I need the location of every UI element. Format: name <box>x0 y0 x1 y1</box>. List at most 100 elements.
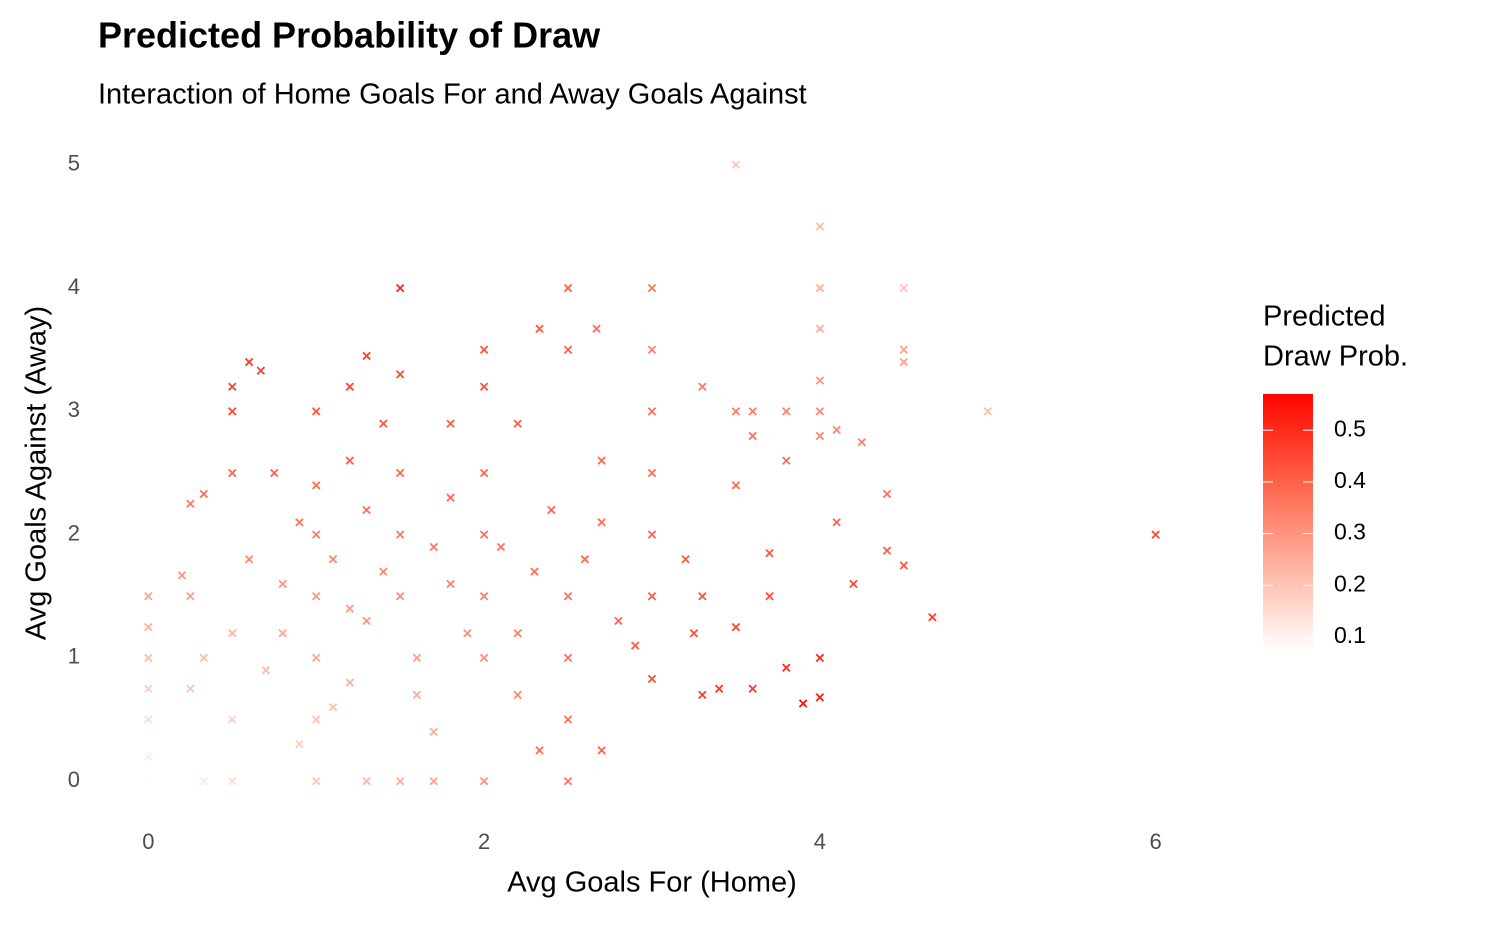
point <box>647 407 657 416</box>
point <box>731 622 741 632</box>
point <box>647 468 657 478</box>
point <box>815 693 825 702</box>
point <box>446 419 455 428</box>
y-tick-label: 4 <box>68 274 80 299</box>
point <box>535 324 544 334</box>
chart-subtitle: Interaction of Home Goals For and Away G… <box>98 79 807 111</box>
point <box>882 489 892 499</box>
point <box>379 419 388 428</box>
color-bar-label: 0.1 <box>1334 622 1366 648</box>
color-bar <box>1263 394 1313 651</box>
point <box>815 407 825 416</box>
point <box>144 776 153 786</box>
point <box>446 579 455 589</box>
point <box>563 345 573 354</box>
point <box>698 382 707 391</box>
x-axis-title: Avg Goals For (Home) <box>507 867 797 899</box>
point <box>278 629 287 638</box>
point <box>144 684 153 693</box>
point <box>312 530 321 539</box>
point <box>261 665 271 675</box>
point <box>429 542 438 552</box>
point <box>782 407 791 416</box>
point <box>563 283 573 293</box>
point <box>580 555 590 564</box>
point <box>362 616 371 626</box>
point <box>199 653 209 663</box>
x-tick-label: 6 <box>1150 829 1162 854</box>
point <box>199 776 209 786</box>
point <box>479 468 489 478</box>
point <box>228 715 237 724</box>
point <box>479 653 489 663</box>
point <box>731 481 741 490</box>
point <box>798 699 808 708</box>
point <box>312 776 321 786</box>
point <box>928 612 937 622</box>
point <box>144 653 153 663</box>
point <box>832 518 841 527</box>
legend-title: Draw Prob. <box>1263 341 1408 373</box>
y-axis-title: Avg Goals Against (Away) <box>21 306 53 640</box>
point <box>412 690 422 700</box>
point <box>899 357 909 367</box>
point <box>228 407 237 416</box>
point <box>563 776 573 786</box>
point <box>177 571 187 580</box>
point <box>496 542 506 552</box>
point <box>698 592 707 601</box>
point <box>362 776 371 786</box>
point <box>689 629 699 638</box>
point <box>429 727 438 737</box>
point <box>563 592 573 601</box>
point <box>228 468 237 478</box>
point <box>899 345 909 354</box>
y-tick-label: 3 <box>68 397 80 422</box>
point <box>345 604 355 613</box>
point <box>186 499 195 509</box>
point <box>592 324 601 334</box>
point <box>244 357 254 367</box>
x-tick-label: 4 <box>814 829 826 854</box>
point <box>395 592 405 601</box>
point <box>535 746 544 755</box>
point <box>186 592 195 601</box>
point <box>479 530 489 539</box>
point <box>630 641 640 650</box>
point <box>312 407 321 416</box>
x-tick-label: 2 <box>478 829 490 854</box>
point <box>815 431 825 441</box>
color-bar-label: 0.5 <box>1334 415 1366 441</box>
point <box>882 546 892 555</box>
point <box>270 468 279 478</box>
point <box>614 616 623 626</box>
point <box>748 684 757 693</box>
point <box>983 407 992 416</box>
point <box>395 776 405 786</box>
point <box>748 407 757 416</box>
point <box>412 653 422 663</box>
point <box>597 746 606 755</box>
point <box>328 702 338 712</box>
point <box>597 456 606 465</box>
point <box>228 776 237 786</box>
point <box>731 407 741 416</box>
y-tick-label: 2 <box>68 520 80 545</box>
point <box>832 425 841 435</box>
point <box>446 493 455 502</box>
point <box>345 678 355 687</box>
point <box>312 653 321 663</box>
point <box>513 419 522 428</box>
point <box>312 592 321 601</box>
point <box>228 382 237 391</box>
point <box>429 776 438 786</box>
point <box>681 555 690 564</box>
point <box>479 382 489 391</box>
point <box>395 468 405 478</box>
point <box>765 592 774 601</box>
point <box>748 431 757 441</box>
point <box>228 629 237 638</box>
point <box>144 715 153 724</box>
point <box>782 663 791 673</box>
